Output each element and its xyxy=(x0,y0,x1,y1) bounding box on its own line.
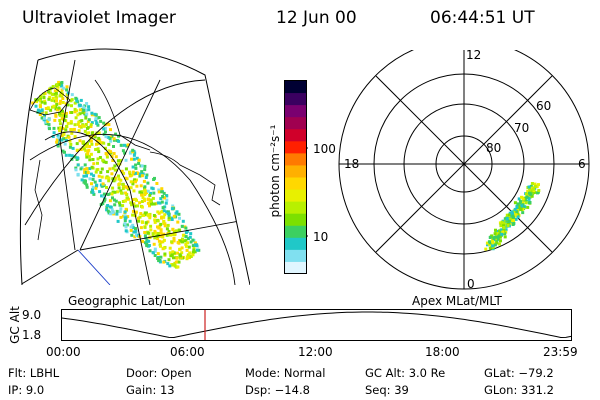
colorbar-swatch xyxy=(285,105,306,118)
gc-alt-info: GC Alt: 3.0 Re xyxy=(365,366,446,380)
glat-info: GLat: −79.2 xyxy=(484,366,554,380)
gain-info: Gain: 13 xyxy=(126,383,175,397)
colorbar-swatch xyxy=(285,177,306,191)
geographic-image-panel xyxy=(19,48,250,285)
timeline-ymax: 9.0 xyxy=(22,308,42,322)
orbit-altitude-plot xyxy=(61,309,572,341)
mlat-label-80: 80 xyxy=(486,141,501,155)
colorbar-swatch xyxy=(285,189,306,203)
colorbar-unit-label: photon cm⁻²s⁻¹ xyxy=(268,124,282,218)
colorbar xyxy=(284,80,308,274)
aurora-emission-polar xyxy=(484,182,541,251)
timeline-tick-0600: 06:00 xyxy=(170,345,205,359)
mlat-label-60: 60 xyxy=(536,99,551,113)
timeline-axis-title: GC Alt xyxy=(7,306,22,344)
mlt-label-0: 0 xyxy=(467,277,475,290)
colorbar-swatch xyxy=(285,261,306,274)
colorbar-swatch xyxy=(285,117,306,130)
apex-projection-label: Apex MLat/MLT xyxy=(412,294,502,308)
time-label: 06:44:51 UT xyxy=(430,8,535,28)
mlt-label-6: 6 xyxy=(578,157,586,171)
timeline-ymin: 1.8 xyxy=(22,328,42,342)
door-info: Door: Open xyxy=(126,366,192,380)
polar-mlat-mlt-panel: 12 0 18 6 60 70 80 xyxy=(338,50,590,290)
colorbar-swatch xyxy=(285,237,306,251)
colorbar-swatch xyxy=(285,129,306,142)
ip-info: IP: 9.0 xyxy=(8,383,45,397)
colorbar-swatch xyxy=(285,141,306,154)
dsp-info: Dsp: −14.8 xyxy=(245,383,310,397)
filter-info: Flt: LBHL xyxy=(8,366,60,380)
mlt-label-18: 18 xyxy=(344,157,359,171)
colorbar-swatch xyxy=(285,249,306,263)
aurora-emission-geo xyxy=(31,80,201,269)
mode-info: Mode: Normal xyxy=(245,366,326,380)
timeline-tick-0000: 00:00 xyxy=(46,345,81,359)
colorbar-swatch xyxy=(285,93,306,106)
date-label: 12 Jun 00 xyxy=(276,8,357,28)
colorbar-swatch xyxy=(285,201,306,215)
colorbar-tick-10: 10 xyxy=(313,230,329,244)
glon-info: GLon: 331.2 xyxy=(484,383,554,397)
instrument-title: Ultraviolet Imager xyxy=(22,8,176,28)
timeline-tick-1200: 12:00 xyxy=(298,345,333,359)
colorbar-swatch xyxy=(285,165,306,178)
geographic-projection-label: Geographic Lat/Lon xyxy=(68,294,186,308)
colorbar-swatch xyxy=(285,225,306,239)
colorbar-swatch xyxy=(285,81,306,94)
seq-info: Seq: 39 xyxy=(365,383,409,397)
colorbar-swatch xyxy=(285,153,306,166)
timeline-tick-1800: 18:00 xyxy=(425,345,460,359)
colorbar-tick-100: 100 xyxy=(313,142,336,156)
mlat-label-70: 70 xyxy=(514,121,529,135)
colorbar-swatch xyxy=(285,213,306,227)
mlt-label-12: 12 xyxy=(466,50,481,62)
timeline-tick-2359: 23:59 xyxy=(543,345,578,359)
